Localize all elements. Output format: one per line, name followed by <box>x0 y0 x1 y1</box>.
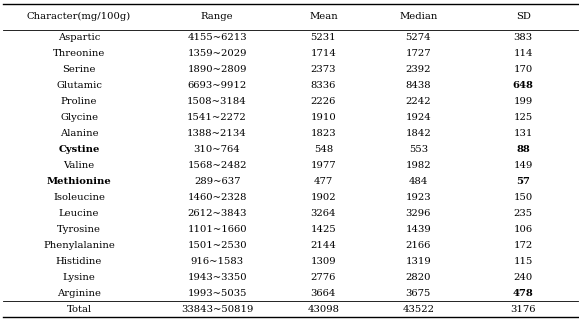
Text: 1101~1660: 1101~1660 <box>187 225 247 234</box>
Text: 3675: 3675 <box>406 289 431 298</box>
Text: Median: Median <box>399 12 438 21</box>
Text: 3664: 3664 <box>311 289 336 298</box>
Text: Lysine: Lysine <box>63 273 96 282</box>
Text: Aspartic: Aspartic <box>58 33 100 42</box>
Text: 1982: 1982 <box>405 161 431 170</box>
Text: 4155~6213: 4155~6213 <box>187 33 247 42</box>
Text: SD: SD <box>516 12 531 21</box>
Text: 383: 383 <box>514 33 533 42</box>
Text: 6693~9912: 6693~9912 <box>188 81 247 90</box>
Text: 478: 478 <box>513 289 534 298</box>
Text: 131: 131 <box>514 129 533 138</box>
Text: 106: 106 <box>514 225 533 234</box>
Text: Alanine: Alanine <box>60 129 98 138</box>
Text: 1943~3350: 1943~3350 <box>187 273 247 282</box>
Text: Threonine: Threonine <box>53 49 105 58</box>
Text: 150: 150 <box>514 193 533 202</box>
Text: 1714: 1714 <box>310 49 336 58</box>
Text: Proline: Proline <box>61 97 97 106</box>
Text: Character(mg/100g): Character(mg/100g) <box>27 12 131 21</box>
Text: Arginine: Arginine <box>57 289 101 298</box>
Text: 553: 553 <box>409 145 428 154</box>
Text: 235: 235 <box>514 209 533 218</box>
Text: Range: Range <box>201 12 233 21</box>
Text: Tyrosine: Tyrosine <box>57 225 101 234</box>
Text: Isoleucine: Isoleucine <box>53 193 105 202</box>
Text: 1977: 1977 <box>310 161 336 170</box>
Text: 199: 199 <box>514 97 533 106</box>
Text: 2776: 2776 <box>311 273 336 282</box>
Text: Valine: Valine <box>64 161 95 170</box>
Text: 115: 115 <box>514 257 533 266</box>
Text: 1924: 1924 <box>405 113 431 122</box>
Text: 310~764: 310~764 <box>194 145 240 154</box>
Text: 149: 149 <box>514 161 533 170</box>
Text: Histidine: Histidine <box>56 257 102 266</box>
Text: 1359~2029: 1359~2029 <box>188 49 247 58</box>
Text: 2612~3843: 2612~3843 <box>188 209 247 218</box>
Text: 484: 484 <box>409 177 428 186</box>
Text: 3296: 3296 <box>406 209 431 218</box>
Text: 114: 114 <box>514 49 533 58</box>
Text: 477: 477 <box>314 177 333 186</box>
Text: 1319: 1319 <box>405 257 431 266</box>
Text: Leucine: Leucine <box>59 209 100 218</box>
Text: 289~637: 289~637 <box>194 177 240 186</box>
Text: 1309: 1309 <box>310 257 336 266</box>
Text: 2392: 2392 <box>405 65 431 74</box>
Text: 1923: 1923 <box>405 193 431 202</box>
Text: 1425: 1425 <box>310 225 336 234</box>
Text: 2144: 2144 <box>310 241 336 250</box>
Text: 88: 88 <box>516 145 530 154</box>
Text: 1541~2272: 1541~2272 <box>187 113 247 122</box>
Text: Glycine: Glycine <box>60 113 98 122</box>
Text: 172: 172 <box>514 241 533 250</box>
Text: 1388~2134: 1388~2134 <box>187 129 247 138</box>
Text: Serine: Serine <box>63 65 96 74</box>
Text: 1890~2809: 1890~2809 <box>188 65 247 74</box>
Text: 33843~50819: 33843~50819 <box>181 305 253 314</box>
Text: 548: 548 <box>314 145 333 154</box>
Text: 648: 648 <box>513 81 534 90</box>
Text: Methionine: Methionine <box>47 177 111 186</box>
Text: 3176: 3176 <box>511 305 536 314</box>
Text: 240: 240 <box>514 273 533 282</box>
Text: Glutamic: Glutamic <box>56 81 102 90</box>
Text: 1993~5035: 1993~5035 <box>188 289 247 298</box>
Text: 8438: 8438 <box>405 81 431 90</box>
Text: 125: 125 <box>514 113 533 122</box>
Text: 8336: 8336 <box>311 81 336 90</box>
Text: 43522: 43522 <box>402 305 434 314</box>
Text: 1902: 1902 <box>310 193 336 202</box>
Text: Mean: Mean <box>309 12 338 21</box>
Text: 1842: 1842 <box>405 129 431 138</box>
Text: 5274: 5274 <box>405 33 431 42</box>
Text: 43098: 43098 <box>307 305 339 314</box>
Text: 170: 170 <box>514 65 533 74</box>
Text: 2820: 2820 <box>405 273 431 282</box>
Text: 1823: 1823 <box>310 129 336 138</box>
Text: 1568~2482: 1568~2482 <box>188 161 247 170</box>
Text: 1439: 1439 <box>405 225 431 234</box>
Text: 2242: 2242 <box>405 97 431 106</box>
Text: 1501~2530: 1501~2530 <box>187 241 247 250</box>
Text: Cystine: Cystine <box>58 145 100 154</box>
Text: Phenylalanine: Phenylalanine <box>43 241 115 250</box>
Text: 2226: 2226 <box>311 97 336 106</box>
Text: 1460~2328: 1460~2328 <box>188 193 247 202</box>
Text: 1910: 1910 <box>310 113 336 122</box>
Text: 5231: 5231 <box>310 33 336 42</box>
Text: 3264: 3264 <box>311 209 336 218</box>
Text: 1727: 1727 <box>405 49 431 58</box>
Text: 2373: 2373 <box>311 65 336 74</box>
Text: 916~1583: 916~1583 <box>190 257 244 266</box>
Text: 57: 57 <box>516 177 530 186</box>
Text: 2166: 2166 <box>406 241 431 250</box>
Text: 1508~3184: 1508~3184 <box>187 97 247 106</box>
Text: Total: Total <box>67 305 91 314</box>
